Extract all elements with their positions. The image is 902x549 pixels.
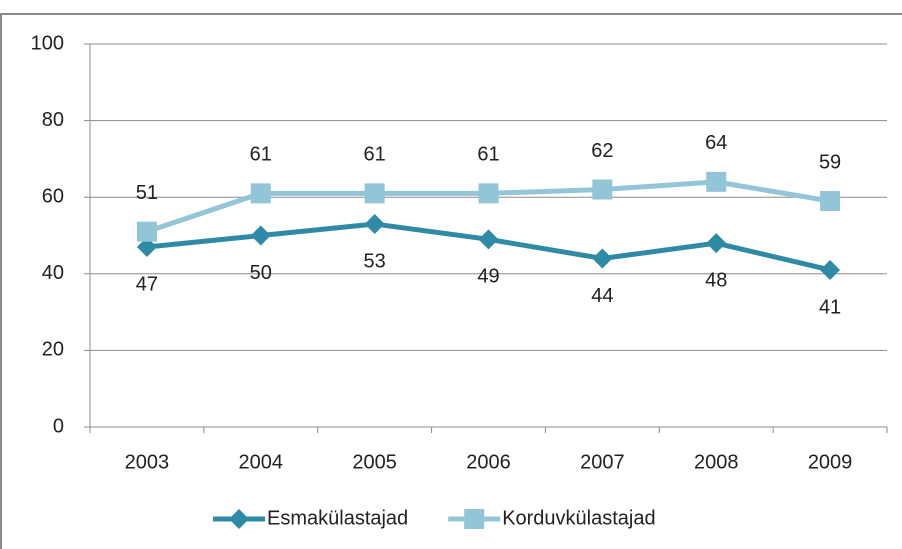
x-tick-label: 2005 (352, 451, 397, 473)
point (478, 183, 499, 204)
y-tick-label: 100 (31, 32, 64, 54)
point (364, 214, 385, 235)
data-label: 61 (364, 144, 386, 166)
legend-marker (229, 509, 249, 529)
point (820, 191, 841, 212)
x-tick-label: 2006 (466, 451, 511, 473)
legend-marker (464, 509, 485, 529)
data-label: 50 (250, 262, 272, 284)
data-label: 41 (819, 296, 841, 318)
point (250, 225, 271, 246)
x-tick-label: 2003 (125, 451, 170, 473)
legend-label: Esmakülastajad (267, 507, 408, 529)
point (478, 229, 499, 250)
data-label: 61 (250, 144, 272, 166)
data-label: 47 (136, 273, 158, 295)
x-tick-label: 2008 (694, 451, 739, 473)
data-label: 48 (705, 269, 727, 291)
data-label: 51 (136, 182, 158, 204)
point (820, 259, 841, 280)
data-label: 44 (591, 285, 613, 307)
y-tick-label: 0 (53, 415, 64, 437)
point (136, 236, 157, 257)
x-tick-label: 2009 (808, 451, 853, 473)
y-tick-label: 20 (42, 339, 64, 361)
y-tick-label: 80 (42, 109, 64, 131)
x-tick-label: 2007 (580, 451, 625, 473)
point (706, 171, 727, 192)
point (136, 221, 157, 242)
point (592, 248, 613, 269)
frame (0, 13, 902, 549)
point (364, 183, 385, 204)
point (706, 233, 727, 254)
data-label: 49 (477, 266, 499, 288)
point (592, 179, 613, 200)
data-label: 53 (364, 250, 386, 272)
data-label: 64 (705, 132, 727, 154)
data-label: 61 (477, 144, 499, 166)
point (250, 183, 271, 204)
y-tick-label: 60 (42, 185, 64, 207)
y-tick-label: 40 (42, 262, 64, 284)
x-tick-label: 2004 (239, 451, 284, 473)
legend-label: Korduvkülastajad (502, 507, 655, 529)
data-label: 59 (819, 151, 841, 173)
data-label: 62 (591, 140, 613, 162)
